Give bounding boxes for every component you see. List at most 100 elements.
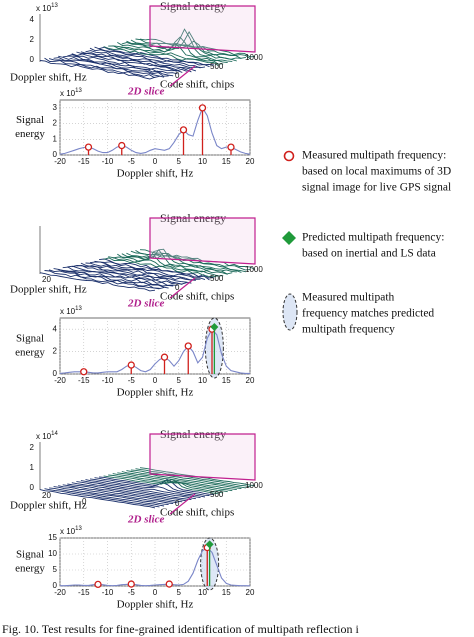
x-tick-label: 0 [153,588,158,597]
surface-line [89,261,206,281]
y-tick-label: 3 [53,103,58,112]
legend [282,150,298,331]
y-tick-label: 4 [53,324,58,333]
code-tick: 1000 [245,481,263,490]
surface-line [117,36,233,62]
scale-label: x 1014 [36,431,58,442]
surface-line [103,475,219,495]
y-axis-label: Signal [16,549,44,561]
x-tick-label: -10 [102,157,114,166]
code-label: Code shift, chips [160,79,234,91]
surface-line [80,51,197,72]
surface-line [126,252,242,273]
surface-line [108,474,224,494]
y-axis-label: Signal [16,333,44,345]
surface-line [53,486,169,506]
x-axis-label: Doppler shift, Hz [117,168,194,180]
doppler-label: Doppler shift, Hz [10,72,87,84]
measured-marker [118,141,126,150]
y-axis-label: energy [15,128,45,140]
legend-circle [283,150,295,162]
surface-line [80,480,196,500]
x-axis-label: Doppler shift, Hz [117,387,194,399]
surface-line [108,45,224,65]
code-tick: 1000 [245,53,263,62]
scale-label: x 1013 [60,306,82,317]
z-tick: 2 [30,443,35,452]
x-tick-label: 10 [198,588,207,597]
surface-line [98,46,215,66]
y-tick-label: 2 [53,347,58,356]
surface-line [76,51,192,73]
slice-box [149,5,256,53]
legend-text: Measured multipath [302,292,395,304]
x-tick-label: 5 [177,157,182,166]
surface-line [85,50,201,69]
legend-ellipse [282,293,298,331]
x-tick-label: 20 [246,588,255,597]
x-tick-label: 10 [198,376,207,385]
x-tick-label: -15 [78,157,90,166]
measured-marker [179,126,188,134]
surface-line [53,57,169,77]
surface-line [44,488,160,508]
scale-power: 13 [75,88,82,94]
x-axis-label: Doppler shift, Hz [117,599,194,611]
slice-box [149,433,256,481]
scale-power: 14 [51,431,58,437]
surface-line [89,478,206,498]
predicted-marker [205,540,214,549]
slice-label: 2D slice [127,514,164,526]
surface-line [103,257,219,278]
surface-line [126,470,242,489]
surface-line [71,482,187,502]
slice-label: 2D slice [127,298,164,310]
measured-marker [198,104,207,112]
scale-label: x 1013 [60,526,82,537]
x-tick-label: 0 [153,157,158,166]
surface-line [39,489,156,509]
surface-line [89,47,206,69]
z-tick: 0 [30,55,35,64]
surface-line [58,485,174,505]
y-tick-label: 15 [48,533,57,542]
code-tick: 1000 [245,265,263,274]
x-tick-label: -20 [54,588,66,597]
scale-power: 13 [75,526,82,532]
surface-line [103,46,219,67]
scale-base: x 10 [60,89,76,98]
scale-power: 13 [51,3,58,9]
measured-marker [227,143,235,151]
y-tick-label: 2 [53,119,58,128]
x-tick-label: 15 [222,588,231,597]
y-tick-label: 10 [48,549,57,558]
y-tick-label: 0 [53,150,58,159]
surface-line [139,38,256,58]
measured-marker [160,353,169,361]
code-label: Code shift, chips [160,291,234,303]
surface-line [135,468,251,488]
surface-line [67,265,183,285]
x-tick-label: 5 [177,376,182,385]
measured-marker [94,580,102,589]
legend-diamond [282,231,296,245]
code-tick: 0 [175,283,180,292]
slice-box [149,217,256,265]
y-axis-label: energy [15,563,45,575]
code-tick: 0 [175,499,180,508]
slice-arrow [169,277,196,299]
x-tick-label: 20 [246,157,255,166]
code-label: Code shift, chips [160,507,234,519]
y-axis-label: energy [15,347,45,359]
surface-line [44,270,160,289]
surface-line [48,269,165,290]
scale-label: x 1013 [36,3,58,14]
x-tick-label: 10 [198,157,207,166]
measured-marker [84,143,93,151]
surface-line [121,28,237,62]
surface-line [85,479,201,499]
x-tick-label: 20 [246,376,255,385]
legend-text: Predicted multipath frequency: [302,232,444,244]
doppler-tick: 20 [42,275,51,284]
signal-line [59,328,250,374]
